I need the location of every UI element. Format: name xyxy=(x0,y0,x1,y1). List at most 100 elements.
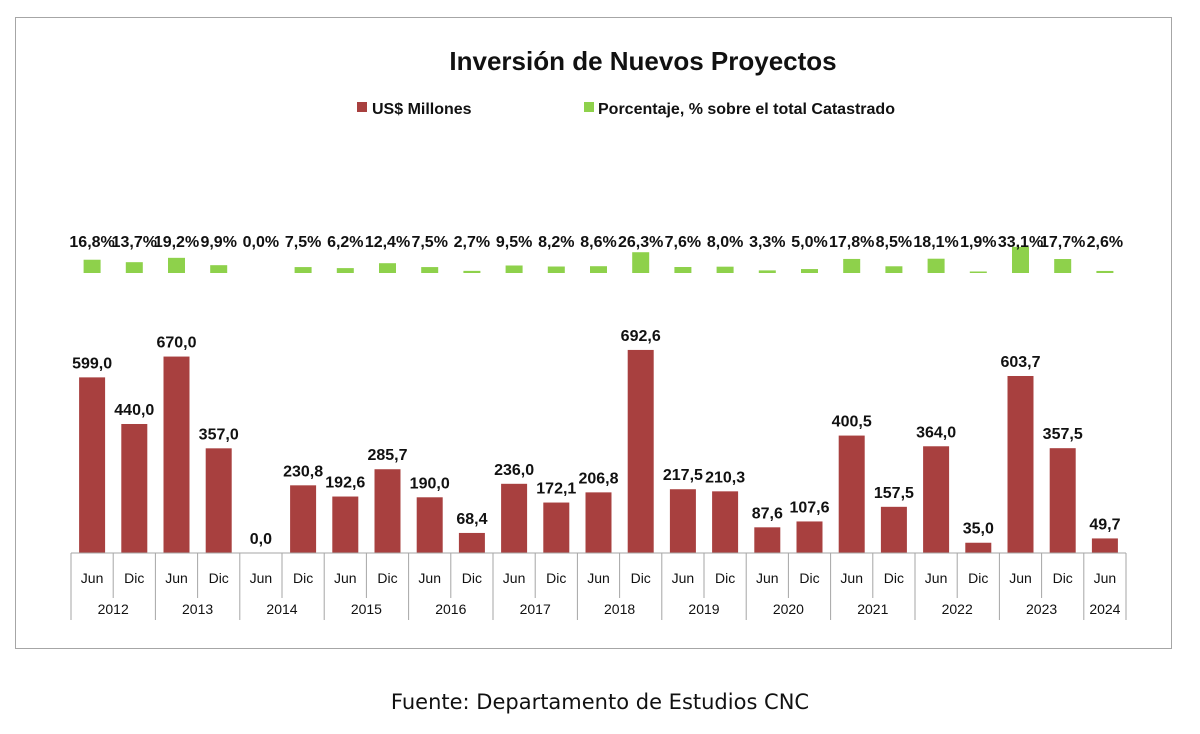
usd-bar xyxy=(332,496,359,553)
usd-value-label: 217,5 xyxy=(663,467,703,484)
category-tick-label: Dic xyxy=(799,570,819,586)
pct-value-label: 17,7% xyxy=(1040,234,1085,251)
x-axis: Jun Dic Jun Dic Jun Dic Jun Dic Jun Dic Jun Dic Jun D… xyxy=(70,552,1127,620)
pct-value-label: 33,1% xyxy=(998,234,1043,251)
usd-bar xyxy=(712,491,739,553)
usd-value-label: 49,7 xyxy=(1089,516,1120,533)
category-tick-label: Jun xyxy=(1009,570,1032,586)
category-tick-label: Dic xyxy=(462,570,482,586)
usd-bar xyxy=(458,532,485,553)
pct-value-label: 6,2% xyxy=(327,234,363,251)
year-tick-label: 2017 xyxy=(520,601,551,617)
pct-value-label: 19,2% xyxy=(154,234,199,251)
legend-swatch-pct xyxy=(584,102,594,112)
category-tick-label: Dic xyxy=(209,570,229,586)
pct-value-label: 5,0% xyxy=(791,234,827,251)
usd-value-label: 192,6 xyxy=(325,475,365,492)
pct-bar xyxy=(1096,270,1114,273)
source-note: Fuente: Departamento de Estudios CNC xyxy=(390,690,810,714)
usd-bar xyxy=(669,489,696,553)
usd-value-label: 357,5 xyxy=(1043,426,1083,443)
pct-value-label: 8,5% xyxy=(876,234,912,251)
pct-bar xyxy=(294,267,312,273)
usd-bar xyxy=(880,506,907,553)
usd-bar xyxy=(923,446,950,553)
usd-bar xyxy=(838,435,865,553)
usd-bar xyxy=(79,377,106,553)
pct-bar xyxy=(969,271,987,273)
category-tick-label: Jun xyxy=(165,570,188,586)
pct-value-label: 2,7% xyxy=(454,234,490,251)
usd-value-label: 285,7 xyxy=(367,447,407,464)
category-tick-label: Dic xyxy=(968,570,988,586)
usd-value-label: 440,0 xyxy=(114,402,154,419)
category-tick-label: Jun xyxy=(503,570,526,586)
usd-value-label: 670,0 xyxy=(156,335,196,352)
pct-series: 16,8%13,7%19,2% 9,9% 0,0% 7,5% 6,2% 12,4% 7,5%… xyxy=(69,234,1123,273)
category-tick-label: Dic xyxy=(124,570,144,586)
pct-bar xyxy=(421,267,439,273)
category-tick-label: Jun xyxy=(1094,570,1117,586)
category-tick-label: Jun xyxy=(587,570,610,586)
pct-value-label: 8,0% xyxy=(707,234,743,251)
pct-value-label: 8,6% xyxy=(580,234,616,251)
legend-label-pct: Porcentaje, % sobre el total Catastrado xyxy=(598,101,895,118)
category-tick-label: Jun xyxy=(81,570,104,586)
usd-value-label: 157,5 xyxy=(874,485,914,502)
usd-bar xyxy=(121,423,148,553)
pct-bar xyxy=(210,265,228,273)
usd-value-label: 35,0 xyxy=(963,521,994,538)
pct-value-label: 9,9% xyxy=(200,234,236,251)
pct-bar xyxy=(885,266,903,273)
usd-value-label: 400,5 xyxy=(832,414,872,431)
pct-value-label: 26,3% xyxy=(618,234,663,251)
year-tick-label: 2022 xyxy=(942,601,973,617)
usd-value-label: 172,1 xyxy=(536,481,576,498)
pct-bar xyxy=(336,268,354,273)
pct-value-label: 1,9% xyxy=(960,234,996,251)
pct-bar xyxy=(1012,246,1029,273)
pct-bar xyxy=(927,258,945,273)
year-tick-label: 2018 xyxy=(604,601,635,617)
pct-bar xyxy=(379,263,396,273)
year-tick-label: 2016 xyxy=(435,601,466,617)
usd-value-label: 107,6 xyxy=(789,499,829,516)
usd-bar xyxy=(796,521,823,553)
usd-value-label: 692,6 xyxy=(621,328,661,345)
year-tick-label: 2024 xyxy=(1089,601,1120,617)
usd-value-label: 603,7 xyxy=(1000,354,1040,371)
usd-bar xyxy=(1049,448,1076,553)
pct-value-label: 7,5% xyxy=(285,234,321,251)
category-tick-label: Dic xyxy=(377,570,397,586)
pct-bar xyxy=(1054,259,1072,273)
year-tick-label: 2019 xyxy=(688,601,719,617)
pct-bar xyxy=(632,252,650,273)
category-tick-label: Dic xyxy=(715,570,735,586)
pct-value-label: 17,8% xyxy=(829,234,874,251)
usd-bar xyxy=(965,542,992,553)
category-tick-label: Dic xyxy=(884,570,904,586)
year-tick-label: 2021 xyxy=(857,601,888,617)
year-tick-label: 2012 xyxy=(98,601,129,617)
category-tick-label: Jun xyxy=(250,570,273,586)
usd-value-label: 364,0 xyxy=(916,424,956,441)
category-tick-label: Jun xyxy=(672,570,695,586)
usd-bar xyxy=(290,485,317,553)
legend-swatch-usd xyxy=(357,102,367,112)
usd-series: 599,0 440,0 670,0 357,0 0,0 230,8192,6285,719… xyxy=(72,328,1121,553)
chart: Inversión de Nuevos Proyectos US$ Millon… xyxy=(69,46,1127,620)
category-tick-label: Jun xyxy=(334,570,357,586)
category-tick-label: Jun xyxy=(840,570,863,586)
year-tick-label: 2020 xyxy=(773,601,804,617)
pct-value-label: 18,1% xyxy=(913,234,958,251)
year-tick-label: 2015 xyxy=(351,601,382,617)
category-tick-label: Jun xyxy=(756,570,779,586)
usd-bar xyxy=(1007,375,1034,553)
category-tick-label: Jun xyxy=(418,570,441,586)
year-tick-label: 2014 xyxy=(266,601,297,617)
usd-value-label: 190,0 xyxy=(410,475,450,492)
usd-bar xyxy=(543,502,570,553)
pct-bar xyxy=(674,266,692,273)
usd-value-label: 87,6 xyxy=(752,505,783,522)
category-tick-label: Dic xyxy=(1053,570,1073,586)
